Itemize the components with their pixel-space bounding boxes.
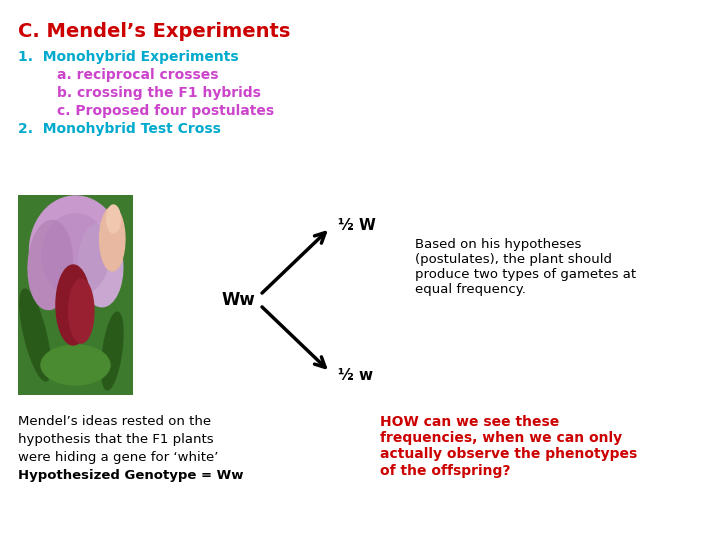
Text: Based on his hypotheses
(postulates), the plant should
produce two types of game: Based on his hypotheses (postulates), th… xyxy=(415,238,636,296)
Text: ½ W: ½ W xyxy=(338,218,376,233)
Text: C. Mendel’s Experiments: C. Mendel’s Experiments xyxy=(18,22,290,41)
Text: a. reciprocal crosses: a. reciprocal crosses xyxy=(18,68,218,82)
Ellipse shape xyxy=(35,199,116,279)
Text: Mendel’s ideas rested on the: Mendel’s ideas rested on the xyxy=(18,415,211,428)
Ellipse shape xyxy=(68,279,94,343)
Text: Hypothesized Genotype = Ww: Hypothesized Genotype = Ww xyxy=(18,469,243,482)
Text: b. crossing the F1 hybrids: b. crossing the F1 hybrids xyxy=(18,86,261,100)
Ellipse shape xyxy=(56,265,91,345)
Ellipse shape xyxy=(107,205,120,233)
Ellipse shape xyxy=(102,312,123,390)
Text: were hiding a gene for ‘white’: were hiding a gene for ‘white’ xyxy=(18,451,218,464)
Ellipse shape xyxy=(78,223,123,307)
Ellipse shape xyxy=(28,220,72,309)
Text: HOW can we see these
frequencies, when we can only
actually observe the phenotyp: HOW can we see these frequencies, when w… xyxy=(380,415,637,477)
Text: 1.  Monohybrid Experiments: 1. Monohybrid Experiments xyxy=(18,50,238,64)
Text: 2.  Monohybrid Test Cross: 2. Monohybrid Test Cross xyxy=(18,122,221,136)
Ellipse shape xyxy=(30,196,122,306)
Text: Ww: Ww xyxy=(221,291,255,309)
Ellipse shape xyxy=(99,207,125,271)
Text: ½ w: ½ w xyxy=(338,368,373,383)
Ellipse shape xyxy=(41,345,110,385)
Text: c. Proposed four postulates: c. Proposed four postulates xyxy=(18,104,274,118)
Text: hypothesis that the F1 plants: hypothesis that the F1 plants xyxy=(18,433,214,446)
Ellipse shape xyxy=(41,213,110,297)
Ellipse shape xyxy=(20,289,50,381)
